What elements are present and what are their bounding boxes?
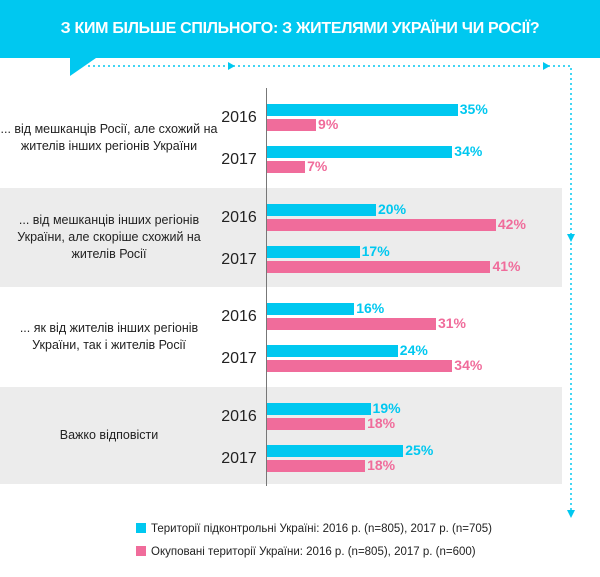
bar [267,246,360,258]
bar [267,303,355,315]
arrow-right-icon [228,62,235,70]
legend-item-controlled: Території підконтрольні Україні: 2016 р.… [136,523,492,535]
bar [267,104,458,116]
data-label: 34% [454,357,483,373]
data-label: 20% [378,201,407,217]
data-label: 31% [437,315,466,331]
bar [267,403,371,415]
year-label: 2016 [221,209,257,226]
data-label: 42% [497,216,526,232]
bar [267,204,376,216]
year-label: 2017 [221,350,257,367]
bar [267,161,306,173]
y-axis [266,88,267,486]
bar [267,146,453,158]
legend-item-occupied: Окуповані території України: 2016 р. (n=… [136,546,476,558]
bar [267,360,453,372]
arrow-right-icon [543,62,550,70]
chart-title: З КИМ БІЛЬШЕ СПІЛЬНОГО: З ЖИТЕЛЯМИ УКРАЇ… [60,20,540,37]
year-label: 2016 [221,109,257,126]
bar [267,460,366,472]
data-label: 9% [318,116,339,132]
year-label: 2016 [221,308,257,325]
year-label: 2016 [221,408,257,425]
bar [267,345,398,357]
data-label: 18% [367,457,396,473]
year-label: 2017 [221,251,257,268]
category-label: Важко відповісти [59,428,159,442]
data-label: 18% [367,415,396,431]
data-label: 19% [372,400,401,416]
data-label: 35% [459,101,488,117]
bar [267,261,491,273]
data-label: 24% [399,342,428,358]
arrow-down-icon [567,510,575,518]
data-label: 17% [361,243,390,259]
data-label: 34% [454,143,483,159]
year-label: 2017 [221,450,257,467]
bar [267,318,436,330]
data-label: 16% [356,300,385,316]
year-label: 2017 [221,151,257,168]
bar [267,219,496,231]
data-label: 25% [405,442,434,458]
bar [267,119,317,131]
data-label: 41% [492,258,521,274]
arrow-down-icon [567,234,575,242]
category-label: ... як від жителів інших регіонів Україн… [19,321,199,352]
title-banner [0,0,600,58]
category-label: ... від мешканців інших регіонів України… [17,213,201,261]
bar [267,445,404,457]
legend-swatch [136,546,146,556]
legend-swatch [136,523,146,533]
data-label: 7% [307,158,328,174]
category-label: ... від мешканців Росії, але схожий на ж… [0,122,218,153]
speech-tail [70,58,96,76]
bar [267,418,366,430]
